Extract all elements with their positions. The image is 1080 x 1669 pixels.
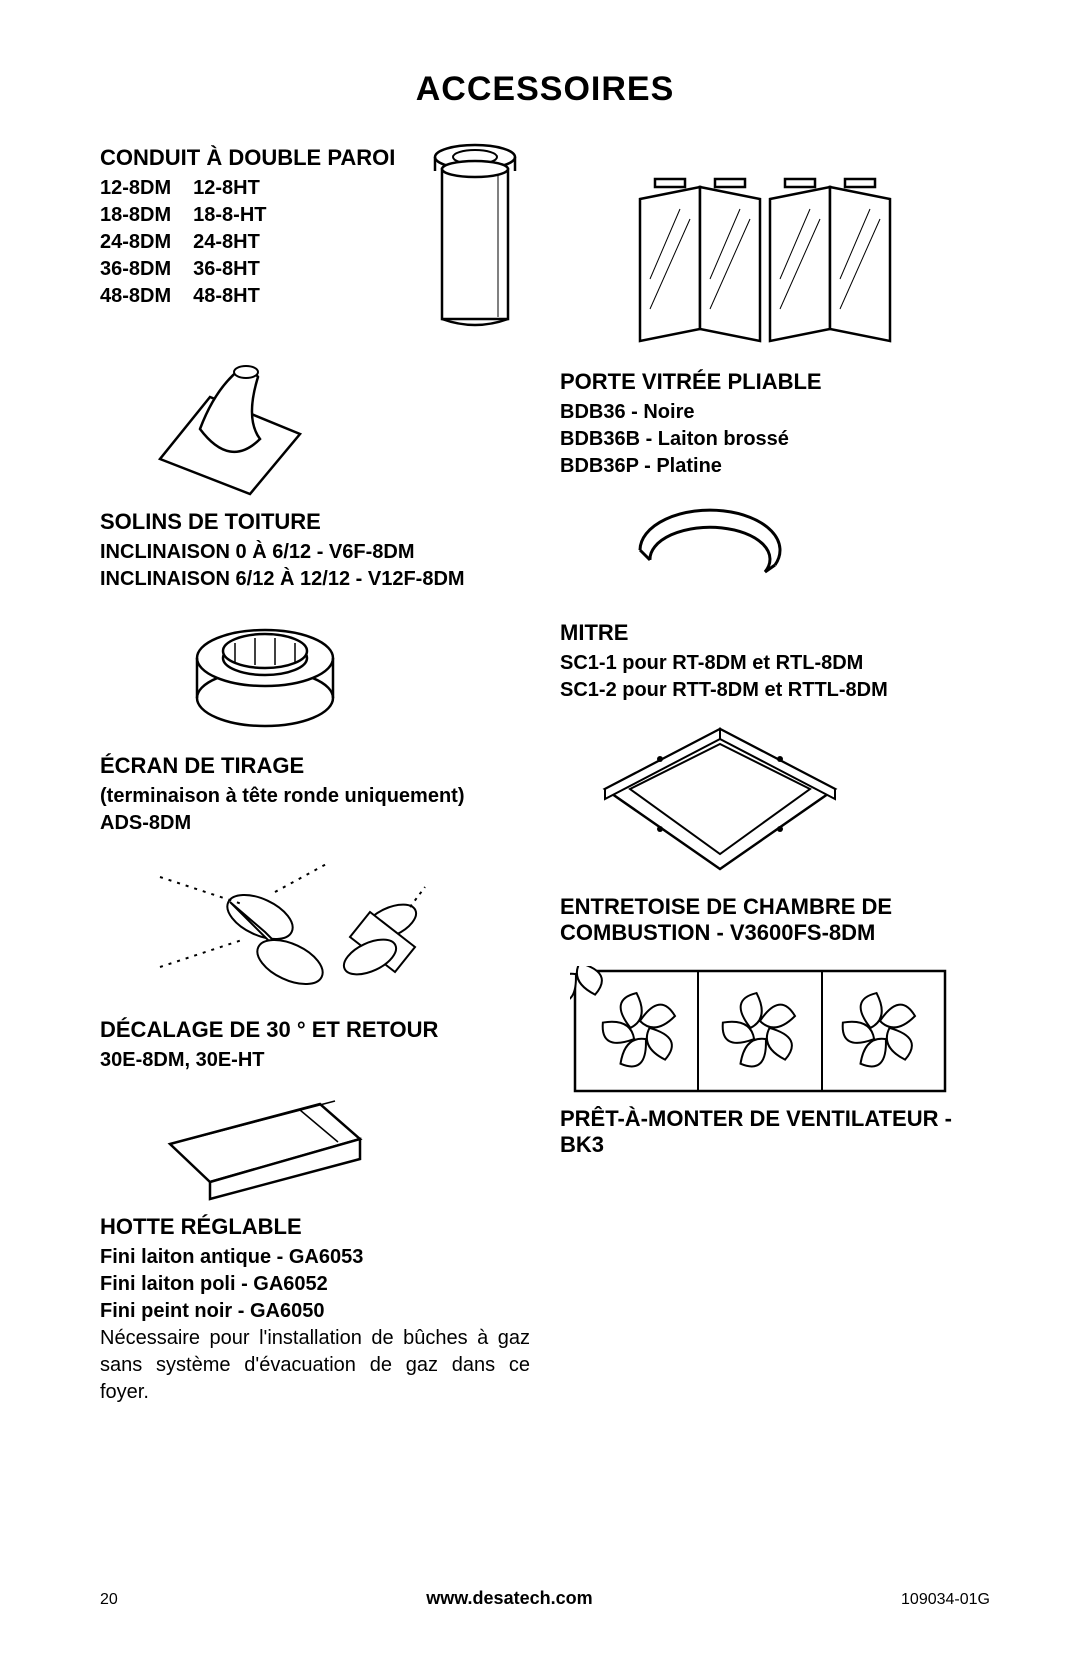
mitre-line: SC1-1 pour RT-8DM et RTL-8DM <box>560 650 990 677</box>
page-title: ACCESSOIRES <box>100 70 990 109</box>
offset-elbow-icon <box>130 847 530 1007</box>
decalage-line: 30E-8DM, 30E-HT <box>100 1047 530 1074</box>
right-column: PORTE VITRÉE PLIABLE BDB36 - Noire BDB36… <box>560 139 990 1406</box>
decalage-title: DÉCALAGE DE 30 ° ET RETOUR <box>100 1017 530 1043</box>
spacer-icon <box>590 714 990 884</box>
flashing-icon <box>130 339 530 499</box>
solins-title: SOLINS DE TOITURE <box>100 509 530 535</box>
mitre-title: MITRE <box>560 620 990 646</box>
conduit-cell: 18-8-HT <box>193 202 288 229</box>
hotte-line: Fini peint noir - GA6050 <box>100 1298 530 1325</box>
content-columns: CONDUIT À DOUBLE PAROI 12-8DM12-8HT 18-8… <box>100 139 990 1406</box>
folding-door-icon <box>620 159 990 359</box>
conduit-cell: 24-8DM <box>100 229 193 256</box>
conduit-parts-table: 12-8DM12-8HT 18-8DM18-8-HT 24-8DM24-8HT … <box>100 175 289 310</box>
porte-line: BDB36P - Platine <box>560 453 990 480</box>
conduit-cell: 36-8HT <box>193 256 288 283</box>
conduit-cell: 48-8DM <box>100 283 193 310</box>
conduit-cell: 12-8HT <box>193 175 288 202</box>
pipe-icon <box>420 139 530 329</box>
conduit-cell: 24-8HT <box>193 229 288 256</box>
conduit-cell: 48-8HT <box>193 283 288 310</box>
solins-line: INCLINAISON 0 À 6/12 - V6F-8DM <box>100 539 530 566</box>
porte-line: BDB36 - Noire <box>560 399 990 426</box>
hotte-line: Fini laiton poli - GA6052 <box>100 1271 530 1298</box>
fan-kit-icon <box>570 966 990 1096</box>
ecran-line: ADS-8DM <box>100 810 530 837</box>
conduit-cell: 36-8DM <box>100 256 193 283</box>
solins-line: INCLINAISON 6/12 À 12/12 - V12F-8DM <box>100 566 530 593</box>
draft-screen-icon <box>180 603 530 743</box>
hood-icon <box>150 1084 530 1204</box>
conduit-title: CONDUIT À DOUBLE PAROI <box>100 145 410 171</box>
footer-url: www.desatech.com <box>426 1588 592 1609</box>
conduit-cell: 12-8DM <box>100 175 193 202</box>
doc-number: 109034-01G <box>901 1591 990 1609</box>
hotte-body: Nécessaire pour l'installation de bûches… <box>100 1325 530 1406</box>
porte-title: PORTE VITRÉE PLIABLE <box>560 369 990 395</box>
mitre-ring-icon <box>610 490 990 610</box>
entretoise-title: ENTRETOISE DE CHAMBRE DE COMBUSTION - V3… <box>560 894 990 946</box>
left-column: CONDUIT À DOUBLE PAROI 12-8DM12-8HT 18-8… <box>100 139 530 1406</box>
ecran-line: (terminaison à tête ronde uniquement) <box>100 783 530 810</box>
ecran-title: ÉCRAN DE TIRAGE <box>100 753 530 779</box>
mitre-line: SC1-2 pour RTT-8DM et RTTL-8DM <box>560 677 990 704</box>
porte-line: BDB36B - Laiton brossé <box>560 426 990 453</box>
page-footer: 20 www.desatech.com 109034-01G <box>100 1588 990 1609</box>
hotte-title: HOTTE RÉGLABLE <box>100 1214 530 1240</box>
conduit-cell: 18-8DM <box>100 202 193 229</box>
hotte-line: Fini laiton antique - GA6053 <box>100 1244 530 1271</box>
page-number: 20 <box>100 1591 118 1609</box>
ventilateur-title: PRÊT-À-MONTER DE VENTILATEUR - BK3 <box>560 1106 990 1158</box>
